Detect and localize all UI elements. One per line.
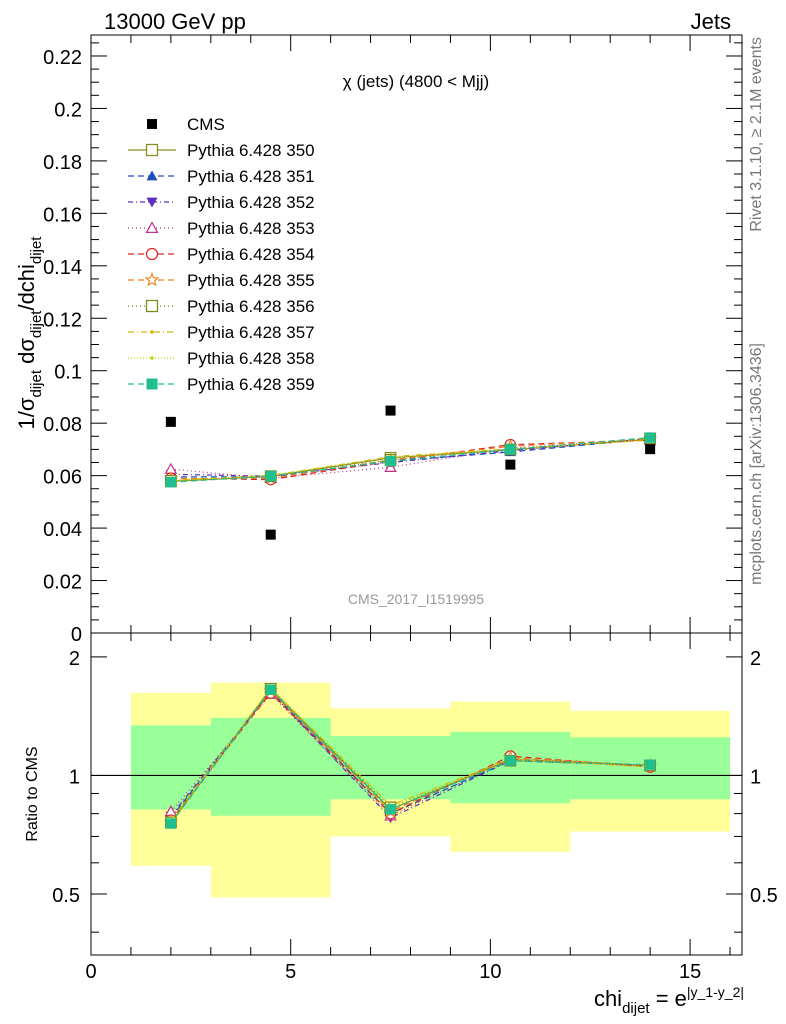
ratio-y-tick-label-right: 0.5: [750, 885, 778, 907]
main-y-axis-label: 1/σdijet dσdijet/dchidijet: [14, 236, 45, 430]
mc-point-9-4: [644, 432, 656, 443]
x-tick-label: 0: [85, 961, 96, 983]
cms-data-point-1: [265, 529, 276, 540]
cms-data-points: [165, 405, 656, 540]
main-y-tick-label: 0.06: [43, 467, 82, 489]
ratio-point-9-2: [385, 804, 396, 815]
legend-marker-0: [145, 143, 159, 157]
legend-marker-1: [146, 170, 158, 181]
watermark: CMS_2017_I1519995: [348, 591, 484, 607]
ratio-line-9: [170, 688, 651, 824]
ratio-y-tick-label-right: 1: [750, 766, 761, 788]
ratio-frame: [90, 632, 743, 956]
main-panel: 0 0.02 0.04 0.06 0.08 0.1 0.12 0.14 0.16 0.18 0.2 0…: [14, 34, 743, 646]
main-y-tick-label: 0.2: [54, 99, 82, 121]
main-y-tick-label: 0.12: [43, 309, 82, 331]
main-y-tick-label: 0.02: [43, 572, 82, 594]
main-y-tick-label: 0.1: [54, 362, 82, 384]
ratio-plot-area: [91, 682, 742, 898]
main-y-tick-label: 0.04: [43, 519, 82, 541]
main-y-tick-label: 0.16: [43, 204, 82, 226]
legend-label-6: Pythia 6.428 356: [187, 297, 315, 316]
legend-entry-data: CMS: [147, 115, 225, 134]
x-axis-label: chidijet = e|y_1-y_2|: [594, 984, 744, 1017]
main-title: χ (jets) (4800 < Mjj): [343, 72, 489, 91]
mc-point-9-1: [265, 470, 276, 482]
legend-label-9: Pythia 6.428 359: [187, 375, 315, 394]
cms-data-point-3: [505, 459, 516, 470]
main-y-tick-label: 0.14: [43, 257, 82, 279]
legend-entry-6: Pythia 6.428 356: [128, 297, 315, 316]
header-left: 13000 GeV pp: [104, 9, 246, 34]
x-tick-label: 15: [679, 961, 701, 983]
header-right: Jets: [691, 9, 731, 34]
ratio-point-9-4: [644, 759, 656, 770]
legend-entry-0: Pythia 6.428 350: [128, 141, 315, 160]
main-y-tick-label: 0.08: [43, 414, 82, 436]
legend-marker-6: [145, 299, 159, 313]
ratio-y-tick-label: 0.5: [52, 885, 80, 907]
ratio-band-inner-3: [450, 731, 571, 804]
main-plot-area: [163, 405, 658, 540]
legend-entry-5: Pythia 6.428 355: [128, 271, 315, 290]
legend-marker-2: [146, 197, 158, 208]
mc-line-8: [170, 438, 651, 482]
cms-data-point-0: [165, 416, 176, 427]
legend-label-1: Pythia 6.428 351: [187, 167, 315, 186]
legend-entry-1: Pythia 6.428 351: [128, 167, 315, 186]
main-y-axis-label-text: 1/σdijet dσdijet/dchidijet: [14, 236, 45, 430]
legend-marker-data: [147, 119, 157, 129]
legend-label-0: Pythia 6.428 350: [187, 141, 315, 160]
ratio-point-9-3: [505, 755, 516, 766]
cms-data-point-4: [645, 444, 656, 455]
ratio-y-tick-label: 1: [69, 766, 80, 788]
main-y-tick-label: 0.18: [43, 152, 82, 174]
ratio-series-9: [165, 684, 656, 829]
legend-label-7: Pythia 6.428 357: [187, 323, 315, 342]
legend-entry-2: Pythia 6.428 352: [128, 193, 315, 212]
rivet-version-label: Rivet 3.1.10, ≥ 2.1M events: [748, 37, 765, 232]
mc-series-9: [165, 432, 656, 488]
legend-marker-9: [146, 378, 158, 390]
ratio-band-inner-2: [330, 735, 451, 800]
legend-entry-3: Pythia 6.428 353: [128, 219, 315, 238]
mc-point-9-2: [385, 456, 396, 467]
legend-entry-9: Pythia 6.428 359: [128, 375, 315, 394]
ratio-ticks: 0.5 0.5 1 1 2 2 0 5 10 15: [52, 633, 778, 983]
mc-point-9-3: [505, 444, 516, 455]
ratio-point-9-1: [265, 684, 276, 696]
mcplots-label: mcplots.cern.ch [arXiv:1306.3436]: [748, 343, 765, 585]
legend-label-4: Pythia 6.428 354: [187, 245, 315, 264]
ratio-band-inner-0: [130, 725, 211, 810]
ratio-y-tick-label-right: 2: [750, 648, 761, 670]
legend-label-2: Pythia 6.428 352: [187, 193, 315, 212]
cms-data-point-2: [385, 405, 396, 416]
mc-point-9-0: [165, 476, 177, 488]
legend-label-5: Pythia 6.428 355: [187, 271, 315, 290]
legend-entry-8: Pythia 6.428 358: [128, 349, 315, 368]
main-y-tick-label: 0.22: [43, 47, 82, 69]
ratio-point-9-0: [165, 818, 177, 829]
legend-marker-3: [145, 221, 159, 233]
x-tick-label: 10: [479, 961, 501, 983]
ratio-y-tick-label: 2: [69, 648, 80, 670]
legend-entry-4: Pythia 6.428 354: [128, 245, 315, 264]
main-y-ticks: 0 0.02 0.04 0.06 0.08 0.1 0.12 0.14 0.16 0.18 0.2 0…: [43, 35, 742, 646]
legend-marker-8: [150, 356, 154, 360]
legend-label-8: Pythia 6.428 358: [187, 349, 315, 368]
legend-marker-5: [144, 272, 160, 287]
x-tick-label: 5: [285, 961, 296, 983]
legend-label-data: CMS: [187, 115, 225, 134]
legend-marker-7: [150, 330, 154, 334]
legend: CMS Pythia 6.428 350 Pythia 6.428 351 Pythi…: [128, 115, 315, 394]
ratio-y-axis-label: Ratio to CMS: [24, 746, 41, 841]
legend-label-3: Pythia 6.428 353: [187, 219, 315, 238]
main-y-tick-label: 0: [71, 624, 82, 646]
ratio-panel: 0.5 0.5 1 1 2 2 0 5 10 15 Ratio to CMS chidijet =…: [24, 632, 778, 1017]
legend-entry-7: Pythia 6.428 357: [128, 323, 315, 342]
legend-marker-4: [145, 247, 159, 261]
